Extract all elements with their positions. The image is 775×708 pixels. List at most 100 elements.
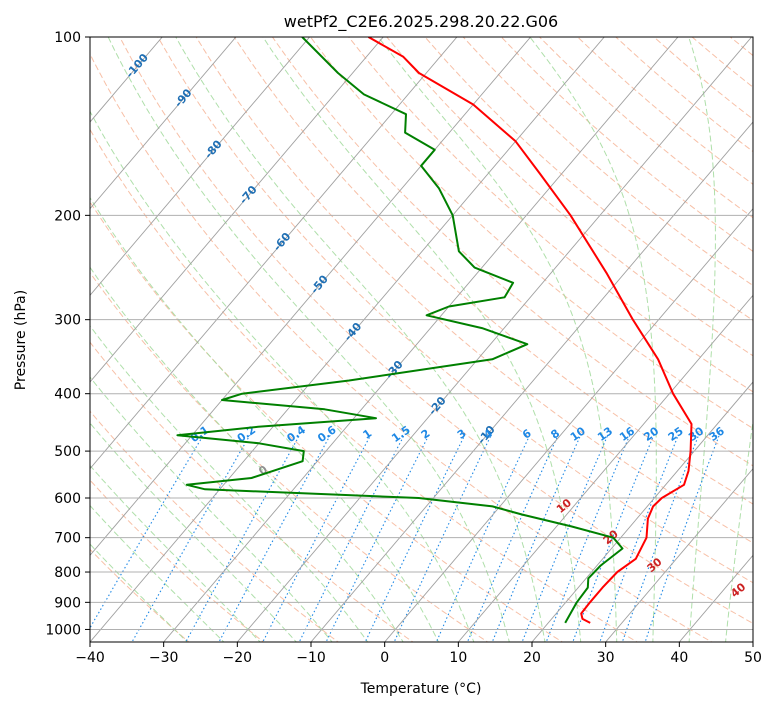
isotherm-line	[90, 37, 237, 210]
dry-adiabat-line	[348, 37, 753, 393]
x-axis-ticks: −40 −30 −20 −10 0 10 20 30 40 50	[75, 642, 762, 666]
isotherm-line	[90, 37, 532, 557]
y-axis-ticks: 1000 900 800 700 600 500 400 300 200 100	[45, 30, 90, 638]
mixing-ratio-line	[325, 434, 430, 642]
y-axis-label: Pressure (hPa)	[13, 290, 29, 390]
isotherm-line	[90, 37, 311, 297]
mixing-ratio-label: 36	[707, 424, 727, 444]
y-tick-label: 200	[54, 208, 81, 224]
y-tick-label: 600	[54, 491, 81, 507]
moist-adiabat-line	[90, 422, 297, 642]
isotherm-line	[384, 207, 753, 642]
mixing-ratio-label: 3	[455, 427, 469, 442]
mixing-ratio-line	[185, 434, 301, 642]
dry-adiabat-line	[310, 37, 753, 430]
mixing-ratio-label: 25	[666, 424, 686, 443]
moist-adiabat-line	[175, 37, 546, 642]
x-tick-label: 10	[449, 650, 467, 666]
dry-adiabat-line	[539, 37, 753, 219]
mixing-ratio-line	[545, 434, 631, 642]
mixing-ratio-label: 2	[419, 427, 433, 442]
sounding-traces	[176, 37, 693, 624]
x-tick-label: −40	[75, 650, 105, 666]
y-tick-label: 300	[54, 313, 81, 329]
moist-adiabat-line	[90, 376, 333, 642]
x-tick-label: −10	[296, 650, 326, 666]
dry-adiabat-line	[271, 37, 753, 467]
isotherm-line	[90, 37, 605, 642]
moist-adiabat-line	[90, 504, 225, 642]
mixing-ratio-line	[393, 434, 492, 642]
mixing-ratio-label: 0.4	[285, 423, 309, 445]
isotherm-line	[605, 467, 753, 642]
mixing-ratio-line	[218, 434, 331, 642]
x-tick-label: 20	[523, 650, 541, 666]
chart-title: wetPf2_C2E6.2025.298.20.22.G06	[284, 12, 558, 32]
dry-adiabat-line	[195, 37, 753, 544]
mixing-ratio-line	[298, 434, 405, 642]
moist-adiabat-line	[107, 37, 510, 642]
y-tick-label: 400	[54, 387, 81, 403]
dry-adiabat-line	[691, 37, 753, 88]
y-tick-label: 900	[54, 595, 81, 611]
moist-adiabat-line	[688, 37, 716, 642]
mixing-ratio-line	[131, 434, 251, 642]
temperature-trace	[368, 37, 693, 624]
mixing-ratio-label: 10	[568, 424, 588, 444]
dry-adiabat-line	[157, 37, 753, 584]
mixing-ratio-line	[262, 434, 372, 642]
isotherm-line	[457, 294, 753, 642]
x-tick-label: 40	[670, 650, 688, 666]
x-tick-label: −20	[223, 650, 253, 666]
isotherm-line	[752, 641, 753, 642]
x-tick-label: −30	[149, 650, 179, 666]
dry-adiabat-line	[386, 37, 753, 357]
dry-adiabat-line	[462, 37, 753, 287]
dry-adiabat-line	[90, 128, 638, 642]
moist-adiabat-line	[90, 266, 404, 642]
moist-adiabat-line	[90, 325, 369, 642]
x-tick-label: 50	[744, 650, 762, 666]
moist-adiabat-line	[90, 196, 440, 642]
isotherm-line	[90, 37, 384, 383]
mixing-ratio-line	[599, 434, 679, 642]
dry-adiabat-line	[233, 37, 753, 505]
mixing-ratio-line	[644, 435, 720, 642]
moist-adiabat-line	[262, 37, 582, 642]
isotherm-line	[678, 554, 753, 642]
x-axis-label: Temperature (°C)	[360, 681, 482, 697]
mixing-ratio-line	[521, 434, 609, 642]
mixing-ratio-label: 20	[641, 424, 661, 444]
isotherm-line	[163, 37, 679, 642]
moist-adiabat-line	[725, 418, 753, 642]
dry-adiabats	[90, 37, 775, 644]
pressure-gridlines	[90, 37, 753, 630]
dry-adiabat-label: 10	[554, 496, 574, 516]
dry-adiabat-line	[90, 410, 340, 642]
mixing-ratio-label: 13	[595, 424, 615, 443]
moist-adiabat-line	[377, 37, 618, 642]
mixing-ratio-line	[491, 434, 582, 642]
y-tick-label: 800	[54, 565, 81, 581]
y-tick-label: 500	[54, 444, 81, 460]
mixing-ratio-line	[90, 434, 204, 629]
dry-adiabat-line	[90, 271, 489, 642]
mixing-ratio-line	[364, 434, 466, 642]
mixing-ratio-label: 16	[617, 424, 637, 444]
plot-area: -100-90-80-70-60-50-40-30-20-100.1 0.2 0.4…	[90, 37, 775, 644]
isotherms	[90, 37, 753, 642]
dry-adiabat-line	[768, 37, 775, 644]
moist-adiabat-line	[90, 110, 475, 642]
mixing-ratio-lines	[90, 434, 720, 642]
dewpoint-trace	[176, 37, 624, 624]
moist-adiabat-line	[529, 37, 657, 642]
dry-adiabat-line	[90, 201, 564, 642]
mixing-ratio-label: 0.6	[315, 423, 339, 445]
x-tick-label: 30	[597, 650, 615, 666]
dry-adiabat-line	[90, 52, 713, 642]
isotherm-line	[310, 121, 753, 642]
mixing-ratio-label: 8	[548, 427, 562, 442]
y-tick-label: 1000	[45, 622, 81, 638]
y-tick-label: 700	[54, 531, 81, 547]
